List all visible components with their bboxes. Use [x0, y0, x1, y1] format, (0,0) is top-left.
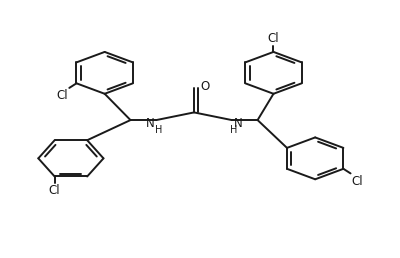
Text: H: H	[155, 125, 162, 135]
Text: Cl: Cl	[49, 184, 60, 197]
Text: O: O	[200, 80, 209, 93]
Text: N: N	[234, 117, 242, 130]
Text: Cl: Cl	[268, 32, 279, 45]
Text: H: H	[230, 125, 238, 135]
Text: N: N	[146, 117, 154, 130]
Text: Cl: Cl	[352, 175, 363, 188]
Text: Cl: Cl	[56, 89, 68, 102]
